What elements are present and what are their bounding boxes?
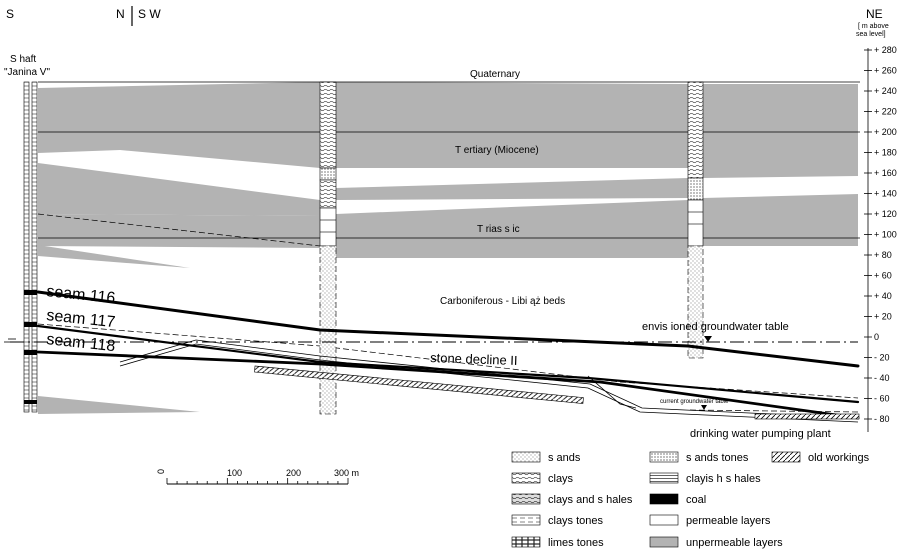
elevation-tick-label: + 200	[874, 127, 897, 137]
layer-tail-left	[38, 245, 190, 268]
elevation-tick-label: + 80	[874, 250, 892, 260]
dir-ne: NE	[866, 7, 883, 21]
scale-200: 200	[286, 468, 301, 478]
scale-bar: 0 100 200 300 m	[156, 468, 359, 485]
legend: s ands clays clays and s hales clays ton…	[511, 451, 870, 549]
workings	[119, 339, 859, 423]
elevation-tick-label: 0	[874, 332, 879, 342]
groundwater-marker	[704, 336, 712, 342]
layer-tertiary-far-right	[703, 84, 858, 178]
elevation-tick-label: + 100	[874, 230, 897, 240]
label-tertiary: T ertiary (Miocene)	[455, 145, 539, 156]
dashed-contacts	[37, 213, 859, 399]
label-current-groundwater: current groundwater table	[660, 399, 729, 405]
legend-clays: clays	[548, 473, 574, 485]
dir-sw: S W	[138, 7, 161, 21]
label-seam-116: seam 116	[46, 283, 117, 307]
label-carboniferous: Carboniferous - Libi ąż beds	[440, 296, 565, 307]
elev-unit-2: sea level]	[856, 31, 886, 38]
dir-s-left: S	[6, 7, 14, 21]
elevation-tick-label: + 120	[874, 209, 897, 219]
legend-unpermeable: unpermeable layers	[686, 537, 783, 549]
legend-coal: coal	[686, 494, 706, 506]
elevation-axis: + 280+ 260+ 240+ 220+ 200+ 180+ 160+ 140…	[864, 45, 897, 432]
layer-triassic-far-right	[703, 194, 858, 246]
legend-clays-shales: clays and s hales	[548, 494, 633, 506]
elevation-tick-label: + 40	[874, 291, 892, 301]
seam-116-line	[36, 290, 860, 368]
elevation-tick-label: - 40	[874, 373, 890, 383]
old-workings-strip	[254, 365, 584, 404]
legend-limestones: limes tones	[548, 537, 604, 549]
pumping-plant-strip	[754, 413, 860, 420]
legend-old-workings: old workings	[808, 452, 870, 464]
elevation-tick-label: + 240	[874, 86, 897, 96]
reference-lines	[38, 81, 860, 239]
shaft-label-2: "Janina V"	[4, 67, 50, 78]
shaft-janina	[23, 81, 38, 413]
elevation-tick-label: + 260	[874, 66, 897, 76]
layer-triassic-left	[38, 214, 320, 248]
dir-n: N	[116, 7, 125, 21]
layer-bottom-left	[38, 396, 200, 414]
borehole-2	[687, 81, 704, 359]
elevation-tick-label: - 80	[874, 414, 890, 424]
current-groundwater-marker	[701, 405, 707, 410]
elevation-tick-label: + 60	[874, 271, 892, 281]
legend-sandstones: s ands tones	[686, 452, 749, 464]
current-groundwater-line	[689, 409, 859, 413]
layer-triassic-right	[336, 200, 688, 258]
elevation-tick-label: + 140	[874, 189, 897, 199]
elev-unit-1: [ m above	[858, 23, 889, 30]
layer-tertiary-right	[336, 82, 688, 168]
legend-clayish-shales: clayis h s hales	[686, 473, 761, 485]
label-triassic: T rias s ic	[477, 224, 520, 235]
label-stone-decline: stone decline II	[430, 350, 518, 368]
elevation-tick-label: + 160	[874, 168, 897, 178]
legend-permeable: permeable layers	[686, 515, 771, 527]
scale-300: 300 m	[334, 468, 359, 478]
label-envisioned-groundwater: envis ioned groundwater table	[642, 321, 789, 333]
seam-118-line	[36, 350, 860, 420]
label-quaternary: Quaternary	[470, 69, 520, 80]
label-pumping-plant: drinking water pumping plant	[690, 428, 831, 440]
scale-100: 100	[227, 468, 242, 478]
elevation-tick-label: - 60	[874, 394, 890, 404]
elevation-tick-label: + 280	[874, 45, 897, 55]
unpermeable-layers	[38, 82, 858, 414]
legend-sands: s ands	[548, 452, 581, 464]
elevation-tick-label: + 220	[874, 107, 897, 117]
legend-claystones: clays tones	[548, 515, 604, 527]
elevation-tick-label: + 20	[874, 312, 892, 322]
shaft-label-1: S haft	[10, 54, 36, 65]
elevation-tick-label: + 180	[874, 148, 897, 158]
layer-lens-right	[336, 178, 688, 200]
layer-lens-left	[38, 163, 320, 216]
elevation-tick-label: - 20	[874, 353, 890, 363]
scale-0: 0	[156, 469, 166, 474]
layer-tertiary-left	[38, 82, 320, 168]
